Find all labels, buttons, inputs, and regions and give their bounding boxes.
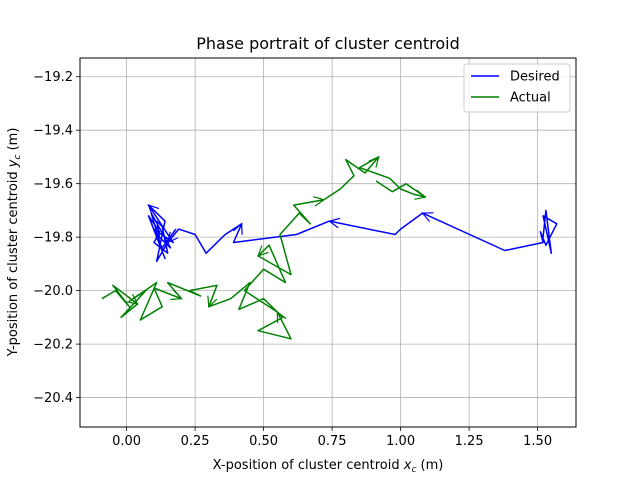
legend: Desired Actual [463, 63, 571, 113]
y-tick-label: −19.4 [33, 124, 73, 139]
y-axis-label-var: y [6, 159, 21, 168]
series-arrow-desired [328, 217, 341, 229]
y-axis-label-prefix: Y-position of cluster centroid [6, 167, 21, 357]
series-line-actual [101, 156, 427, 340]
series-arrow-actual [257, 245, 269, 257]
legend-label-desired: Desired [510, 70, 560, 85]
series-arrow-desired [147, 204, 160, 216]
series-arrow-actual [414, 189, 427, 200]
y-tick-label: −19.2 [33, 70, 73, 85]
series-arrow-actual [170, 290, 183, 301]
y-tick-label: −19.8 [33, 231, 73, 246]
series-arrow-desired [232, 222, 243, 235]
series-arrow-desired [166, 231, 178, 244]
series-line-desired [147, 204, 558, 262]
series-arrow-actual [126, 293, 139, 305]
chart-title: Phase portrait of cluster centroid [196, 34, 460, 53]
series-arrow-desired [421, 212, 434, 222]
series-arrow-actual [368, 155, 380, 168]
x-tick-label: 1.00 [386, 434, 415, 449]
x-axis-label-var: x [403, 458, 412, 473]
x-tick-label: 0.00 [112, 434, 141, 449]
x-axis-label-sub: c [411, 465, 416, 475]
x-tick-label: 1.50 [523, 434, 552, 449]
plot-frame [79, 57, 577, 428]
x-axis-label: X-position of cluster centroid xc (m) [213, 458, 444, 475]
series-arrow-actual [207, 295, 218, 308]
x-axis-label-prefix: X-position of cluster centroid [213, 458, 404, 473]
y-tick-label: −20.2 [33, 338, 73, 353]
plot-area [80, 58, 576, 427]
x-tick-label: 1.25 [455, 434, 484, 449]
ticks: 0.00 0.25 0.50 0.75 1.00 1.25 1.50 −19.2 −19.4 −1… [33, 70, 552, 449]
x-tick-label: 0.25 [181, 434, 210, 449]
legend-label-actual: Actual [510, 91, 551, 106]
y-tick-label: −19.6 [33, 177, 73, 192]
x-tick-label: 0.75 [318, 434, 347, 449]
series-layer [101, 155, 558, 340]
series-arrow-actual [313, 196, 326, 207]
series-arrow-actual [276, 310, 287, 324]
x-axis-label-suffix: (m) [416, 458, 443, 473]
y-axis-label-sub: c [13, 154, 23, 159]
x-tick-label: 0.50 [249, 434, 278, 449]
y-axis-label-suffix: (m) [6, 128, 21, 155]
y-tick-label: −20.0 [33, 284, 73, 299]
y-tick-label: −20.4 [33, 391, 73, 406]
y-axis-label: Y-position of cluster centroid yc (m) [6, 128, 23, 358]
